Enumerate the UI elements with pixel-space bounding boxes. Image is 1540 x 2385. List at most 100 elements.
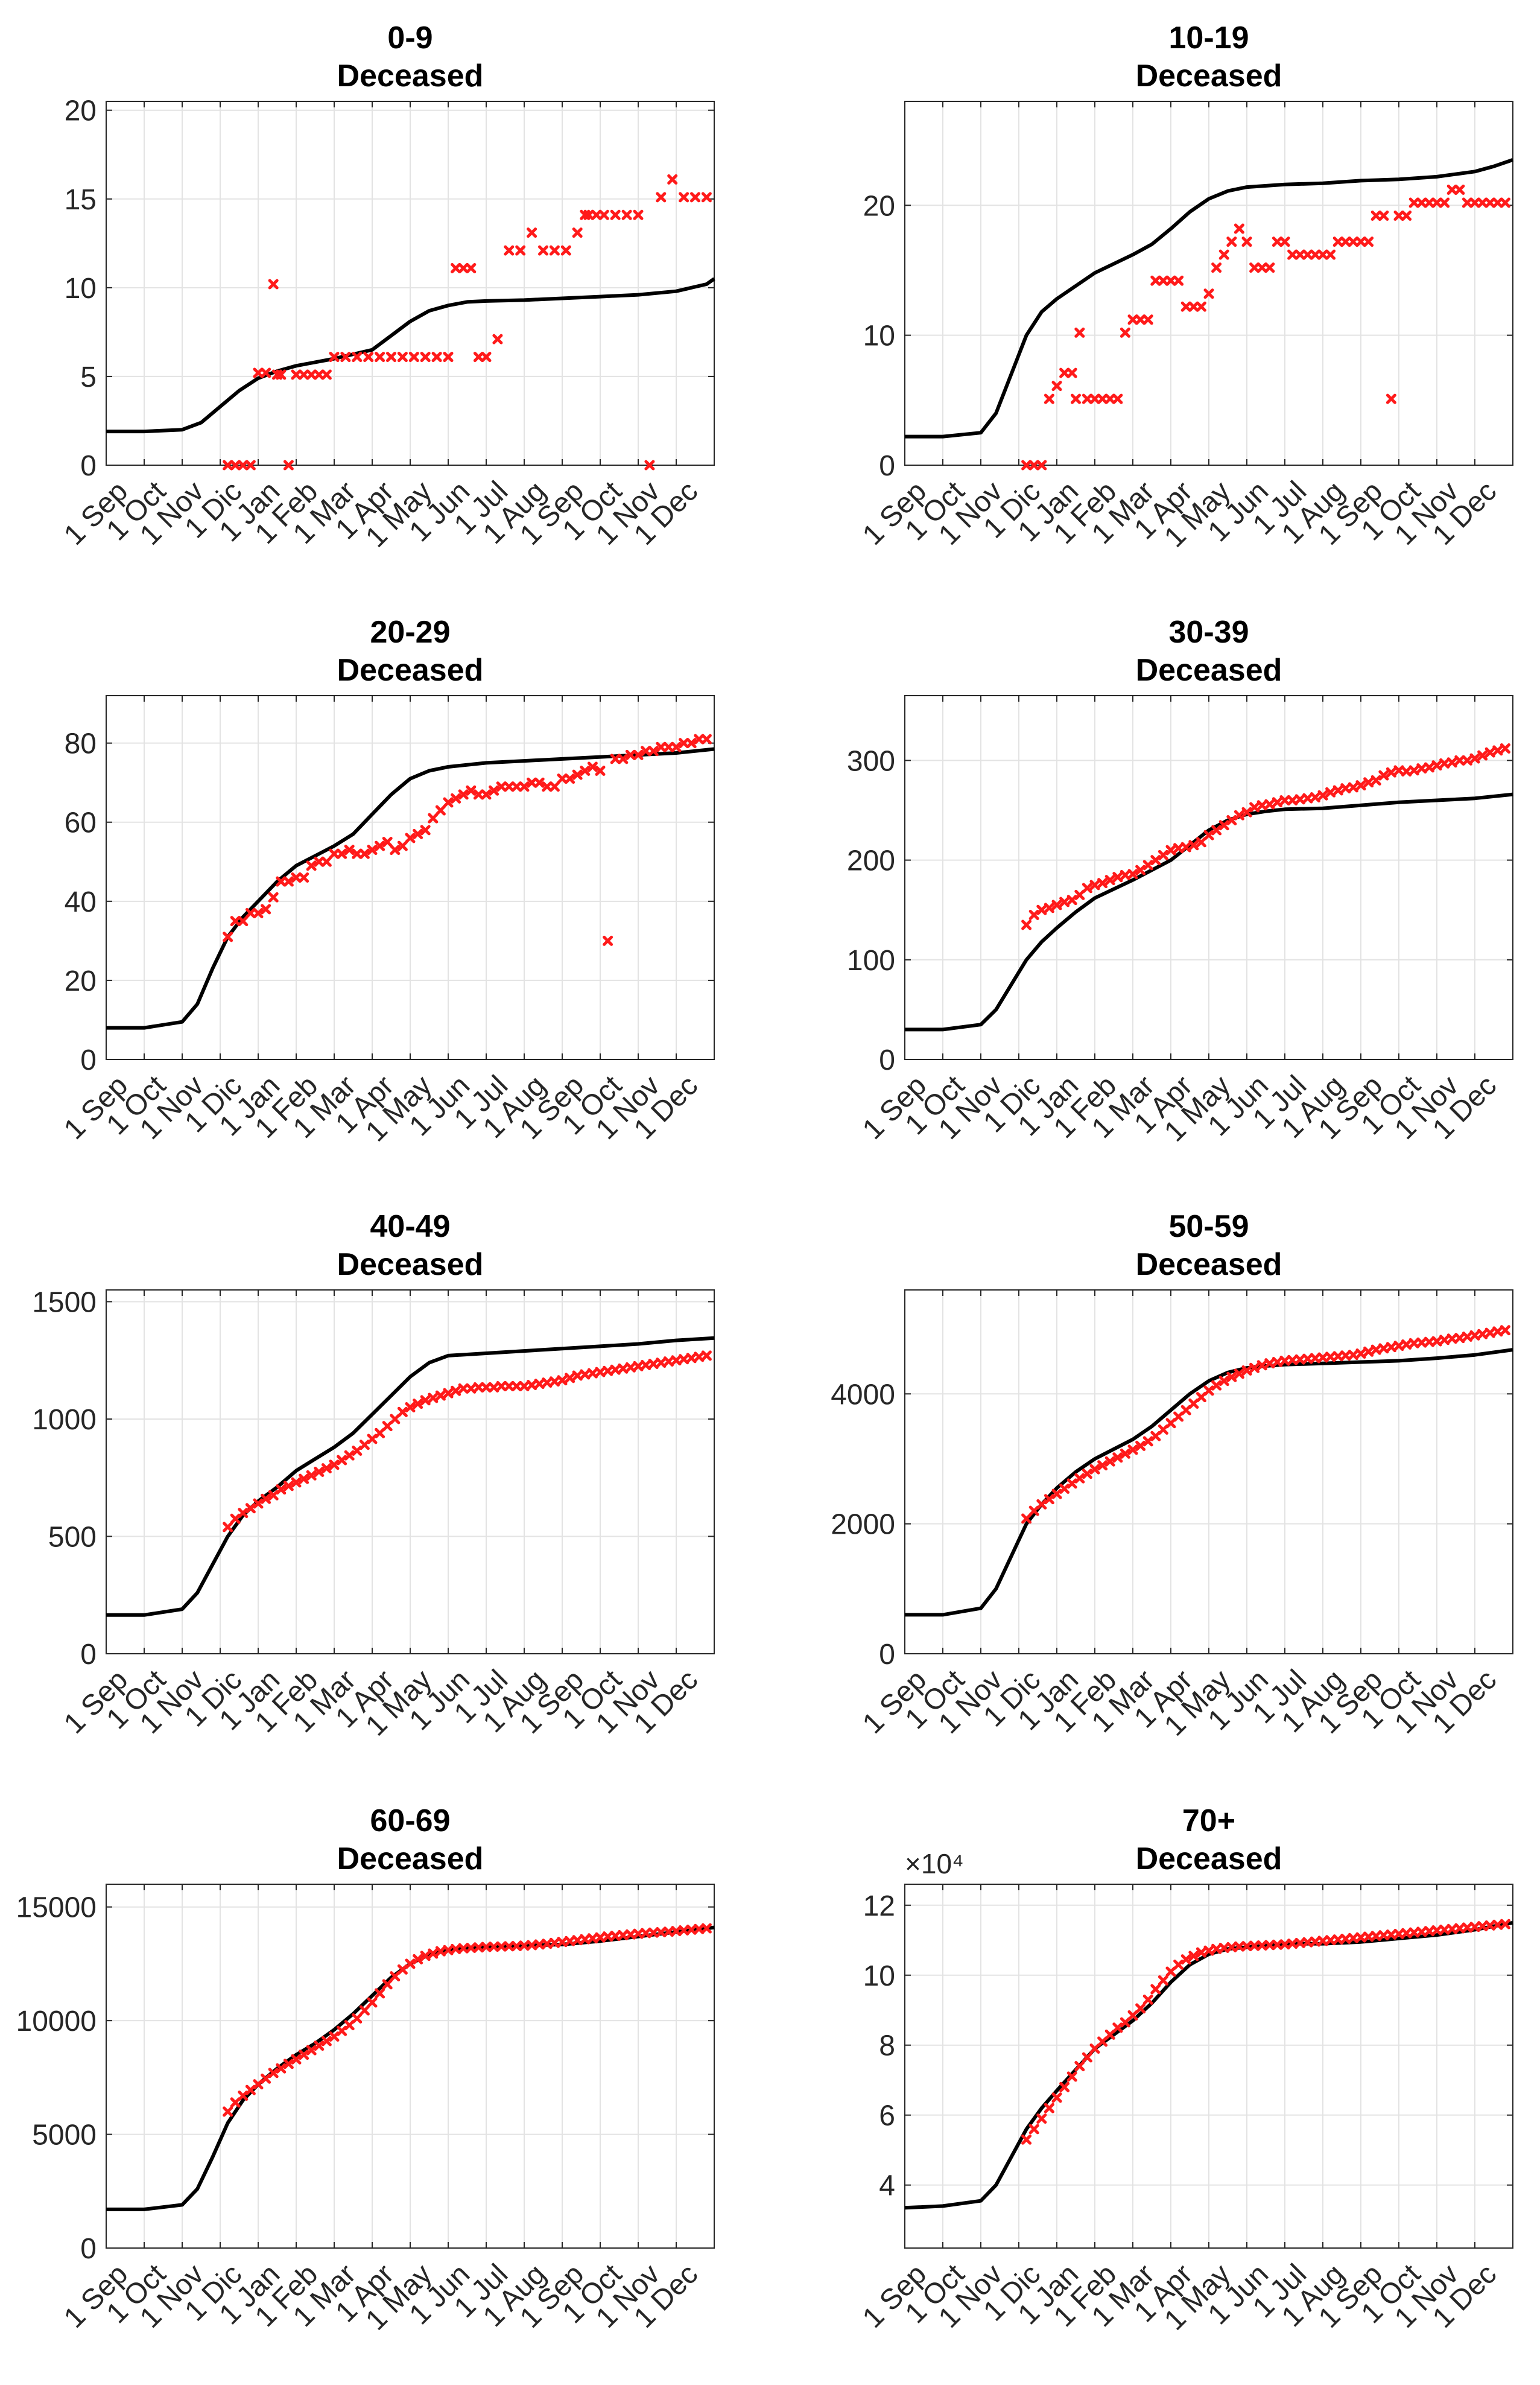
observed-point [443,1388,454,1399]
observed-point [1021,919,1032,930]
observed-point [625,1362,636,1373]
observed-point [329,848,340,859]
observed-point [1089,880,1100,891]
observed-point [648,1359,659,1370]
observed-point [618,1363,629,1374]
observed-point [1348,1932,1358,1943]
observed-point [1158,1975,1168,1986]
observed-point [1272,797,1282,808]
observed-point [549,1937,560,1948]
observed-point [1272,237,1282,247]
y-tick-label: 0 [879,450,895,482]
observed-point [1477,1921,1488,1932]
observed-point [1439,1335,1450,1345]
observed-point [1378,211,1389,221]
observed-point [1211,1943,1222,1954]
observed-point [466,1943,477,1954]
observed-point [663,1356,674,1367]
observed-point [245,907,256,918]
observed-point [663,742,674,752]
observed-point [515,245,526,256]
y-tick-label: 1500 [32,1286,97,1318]
observed-markers [223,1350,712,1532]
observed-point [1416,197,1427,208]
y-tick-label: 10 [863,1960,895,1992]
observed-point [1378,1343,1389,1354]
observed-point [1317,790,1328,801]
observed-point [618,1929,629,1940]
observed-point [1234,1941,1244,1952]
observed-point [1348,782,1358,793]
observed-point [1424,1336,1434,1347]
observed-point [386,352,396,363]
y-tick-label: 500 [48,1521,97,1553]
observed-point [1188,840,1199,851]
observed-point [610,1931,621,1942]
observed-point [1287,249,1298,260]
observed-point [223,1522,233,1532]
observed-markers [1021,743,1510,930]
observed-point [1439,197,1450,208]
observed-point [527,227,537,238]
observed-point [1097,1460,1108,1471]
observed-point [1028,460,1039,471]
observed-point [1317,1936,1328,1946]
observed-point [1211,1380,1222,1391]
observed-point [1234,810,1244,821]
observed-point [1363,777,1374,788]
panel-title: 20-29 [370,615,451,650]
observed-point [1264,1358,1275,1369]
observed-point [1386,1342,1396,1353]
observed-point [1317,1352,1328,1363]
observed-point [359,1440,370,1450]
observed-point [1279,237,1290,247]
observed-point [1097,2036,1108,2047]
observed-point [542,1939,553,1949]
observed-point [1294,1937,1305,1948]
observed-point [1226,815,1237,826]
observed-point [496,1381,507,1391]
observed-point [667,174,678,185]
observed-markers [1021,1325,1510,1524]
observed-point [1492,1326,1503,1337]
observed-point [321,369,332,380]
observed-point [443,352,454,363]
observed-point [1218,1376,1229,1386]
observed-point [481,352,492,363]
observed-point [299,1473,309,1484]
observed-point [261,904,271,915]
observed-point [405,833,416,843]
observed-point [405,1958,416,1969]
observed-point [283,460,294,471]
observed-point [1188,1398,1199,1409]
observed-point [1294,249,1305,260]
observed-point [314,2040,325,2051]
observed-point [359,2005,370,2016]
observed-point [1188,1951,1199,1961]
panel-subtitle: Deceased [1136,1841,1282,1876]
model-line [905,1348,1513,1617]
panel-subtitle: Deceased [337,1841,484,1876]
observed-point [1196,1392,1206,1403]
observed-point [443,797,454,808]
observed-point [701,734,712,745]
observed-point [230,2097,241,2108]
panel-title: 70+ [1182,1803,1235,1838]
observed-point [1340,1933,1351,1944]
observed-point [1287,1354,1298,1365]
observed-point [656,742,667,752]
y-tick-label: 12 [863,1890,895,1922]
observed-point [367,1434,378,1444]
observed-point [1150,1984,1161,1995]
observed-point [268,892,279,903]
observed-point [1332,785,1343,796]
observed-markers [223,174,712,471]
observed-point [1218,820,1229,831]
observed-point [458,789,469,800]
observed-point [595,1932,606,1943]
observed-point [352,1445,363,1456]
observed-point [1066,1478,1077,1489]
observed-point [1393,1928,1404,1939]
